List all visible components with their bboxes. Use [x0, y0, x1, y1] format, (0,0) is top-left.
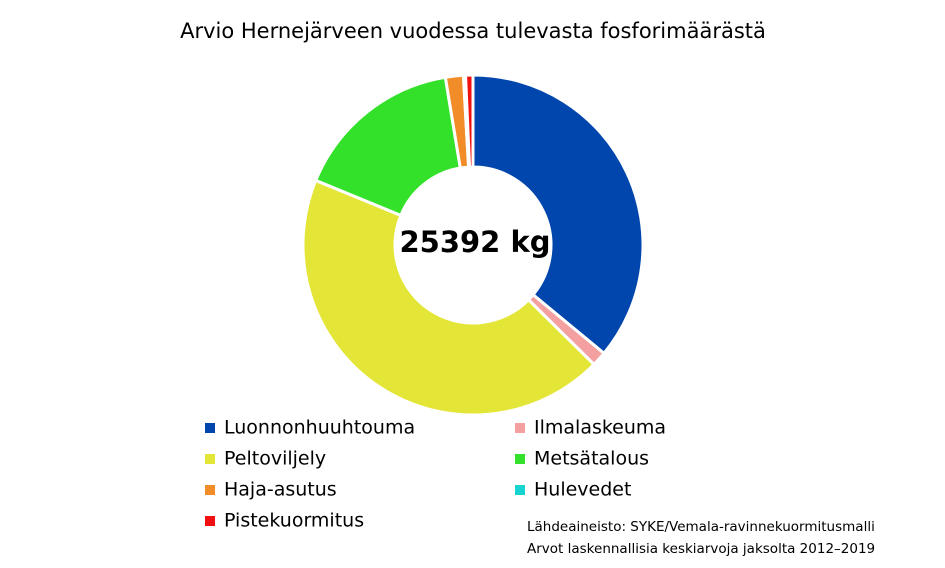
- legend-label: Metsätalous: [534, 448, 649, 470]
- legend: Luonnonhuuhtouma Ilmalaskeuma Peltoviljely…: [205, 417, 666, 532]
- legend-swatch: [515, 485, 525, 495]
- legend-label: Luonnonhuuhtouma: [224, 417, 415, 439]
- slice: [463, 73, 475, 169]
- source-note: Arvot laskennallisia keskiarvoja jaksolt…: [527, 541, 875, 557]
- legend-swatch: [515, 454, 525, 464]
- slice: [471, 73, 645, 356]
- legend-swatch: [205, 454, 215, 464]
- slice: [313, 75, 463, 218]
- chart-title: Arvio Hernejärveen vuodessa tulevasta fo…: [180, 19, 766, 43]
- legend-swatch: [515, 423, 525, 433]
- legend-swatch: [205, 516, 215, 526]
- legend-label: Ilmalaskeuma: [534, 417, 666, 439]
- donut: [301, 73, 645, 417]
- legend-label: Haja-asutus: [224, 479, 337, 501]
- legend-swatch: [205, 485, 215, 495]
- source-note: Lähdeaineisto: SYKE/Vemala-ravinnekuormi…: [527, 519, 875, 535]
- legend-label: Peltoviljely: [224, 448, 326, 470]
- center-label: 25392 kg: [399, 225, 550, 259]
- slice: [301, 178, 597, 417]
- legend-label: Hulevedet: [534, 479, 631, 501]
- legend-label: Pistekuormitus: [224, 510, 364, 532]
- legend-swatch: [205, 423, 215, 433]
